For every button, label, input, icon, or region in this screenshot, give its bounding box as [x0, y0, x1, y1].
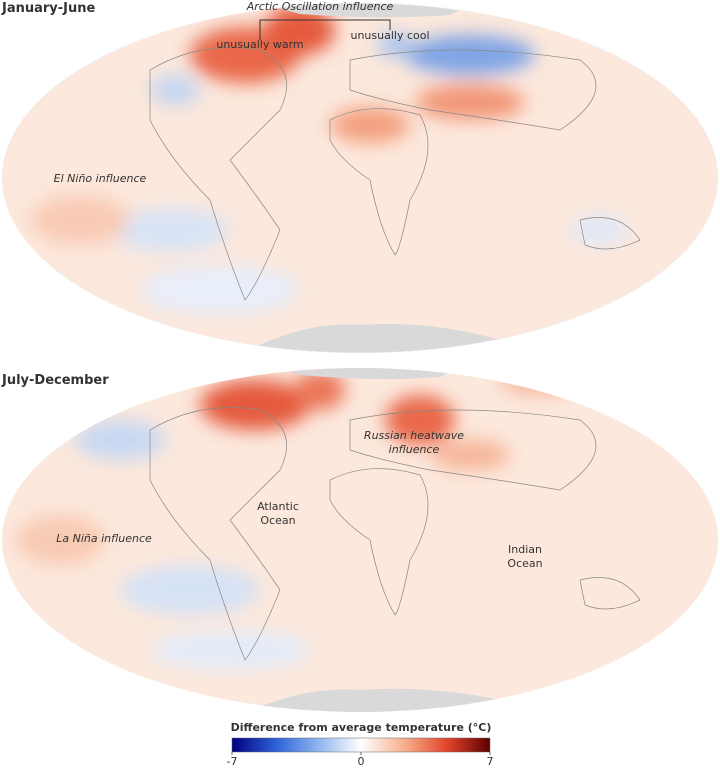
annotation-line: influence [389, 443, 440, 456]
colorbar-tick-label: -7 [227, 755, 238, 768]
panel-title: January-June [1, 1, 96, 16]
annotation-line: Russian heatwave [364, 429, 464, 442]
annotation: Arctic Oscillation influence [246, 0, 394, 40]
annotation-line: Indian [508, 543, 542, 556]
map-jul-dec [2, 368, 718, 712]
annotation-text: unusually warm [216, 38, 303, 51]
annotation-line: Ocean [507, 557, 542, 570]
annotation-text: La Niña influence [56, 532, 152, 545]
annotation-text: El Niño influence [54, 172, 147, 185]
annotation-text: Russian heatwave influence [364, 429, 464, 456]
colorbar-tick-label: 7 [487, 755, 494, 768]
colorbar-title: Difference from average temperature (°C) [231, 721, 492, 734]
annotation-text: unusually cool [350, 29, 429, 42]
colorbar-ticks: -7 0 7 [227, 752, 494, 768]
colorbar-tick-label: 0 [358, 755, 365, 768]
annotation-text: Arctic Oscillation influence [246, 0, 394, 13]
annotation-line: Atlantic [257, 500, 299, 513]
colorbar [231, 737, 491, 753]
annotation-text: Indian Ocean [507, 543, 542, 570]
panel-title: July-December [1, 373, 109, 388]
annotation-text: Atlantic Ocean [257, 500, 299, 527]
annotation-line: Ocean [260, 514, 295, 527]
